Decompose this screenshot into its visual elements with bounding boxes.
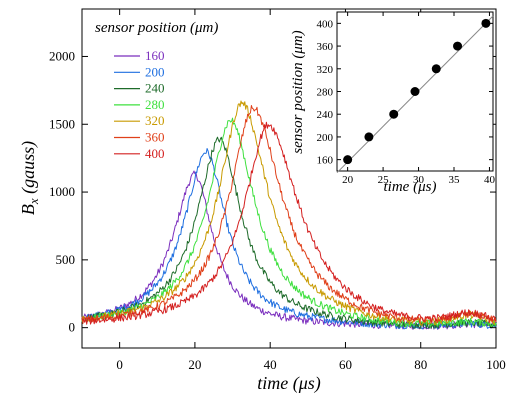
main-x-axis-label: time (μs) bbox=[257, 373, 321, 394]
inset-data-point bbox=[410, 87, 420, 96]
inset-data-point bbox=[364, 132, 374, 142]
y-tick-label: 0 bbox=[69, 320, 76, 335]
y-tick-label: 1000 bbox=[49, 184, 75, 199]
legend-label-200: 200 bbox=[145, 64, 165, 79]
main-plot-curves bbox=[81, 100, 497, 330]
inset-data-point bbox=[343, 155, 353, 165]
main-y-axis-label: Bx (gauss) bbox=[18, 141, 41, 215]
legend-label-400: 400 bbox=[145, 146, 165, 161]
main-y-axis: 0 500 1000 1500 2000 bbox=[49, 48, 496, 335]
inset-y-tick-label: 160 bbox=[317, 155, 334, 167]
series-line-280 bbox=[81, 117, 497, 328]
x-tick-label: 40 bbox=[264, 357, 277, 372]
main-x-axis: 0 20 40 60 80 100 bbox=[116, 9, 506, 372]
inset-x-tick-label: 30 bbox=[413, 174, 425, 186]
inset-y-tick-label: 240 bbox=[317, 109, 334, 121]
inset-y-tick-label: 200 bbox=[317, 132, 334, 144]
inset-y-axis: 160 200 240 280 320 360 400 bbox=[317, 18, 493, 167]
x-tick-label: 60 bbox=[339, 357, 352, 372]
legend-label-280: 280 bbox=[145, 97, 165, 112]
inset-x-axis: 20 25 30 35 40 bbox=[342, 12, 495, 186]
y-tick-label: 500 bbox=[56, 252, 76, 267]
inset-y-tick-label: 280 bbox=[317, 87, 334, 99]
inset-y-tick-label: 400 bbox=[317, 18, 334, 30]
inset-y-axis-label: sensor position (μm) bbox=[290, 30, 306, 153]
series-line-320 bbox=[81, 100, 497, 326]
inset-x-axis-label: time (μs) bbox=[384, 179, 437, 195]
main-plot-frame bbox=[81, 8, 497, 349]
legend-label-160: 160 bbox=[145, 48, 165, 63]
legend-label-240: 240 bbox=[145, 81, 165, 96]
inset-data-point bbox=[481, 18, 491, 28]
inset-data-point bbox=[389, 109, 399, 119]
inset-y-tick-label: 320 bbox=[317, 64, 334, 76]
inset-x-tick-label: 40 bbox=[484, 174, 496, 186]
x-tick-label: 80 bbox=[414, 357, 427, 372]
series-line-400 bbox=[81, 121, 497, 325]
inset-x-tick-label: 25 bbox=[378, 174, 390, 186]
x-tick-label: 0 bbox=[116, 357, 123, 372]
legend-title: sensor position (μm) bbox=[95, 20, 218, 36]
inset-x-tick-label: 20 bbox=[342, 174, 354, 186]
inset-plot: 20 25 30 35 40 160 200 240 280 320 360 400 time (μ… bbox=[290, 11, 495, 195]
inset-plot-marks bbox=[336, 15, 494, 174]
x-tick-label: 20 bbox=[188, 357, 201, 372]
y-tick-label: 1500 bbox=[49, 116, 75, 131]
legend-label-360: 360 bbox=[145, 130, 165, 145]
inset-y-tick-label: 360 bbox=[317, 41, 334, 53]
y-tick-label: 2000 bbox=[49, 48, 75, 63]
inset-x-tick-label: 35 bbox=[449, 174, 461, 186]
legend-label-320: 320 bbox=[145, 113, 165, 128]
x-tick-label: 100 bbox=[486, 357, 506, 372]
inset-data-point bbox=[431, 64, 441, 74]
inset-data-point bbox=[453, 41, 463, 51]
series-line-160 bbox=[81, 170, 496, 330]
